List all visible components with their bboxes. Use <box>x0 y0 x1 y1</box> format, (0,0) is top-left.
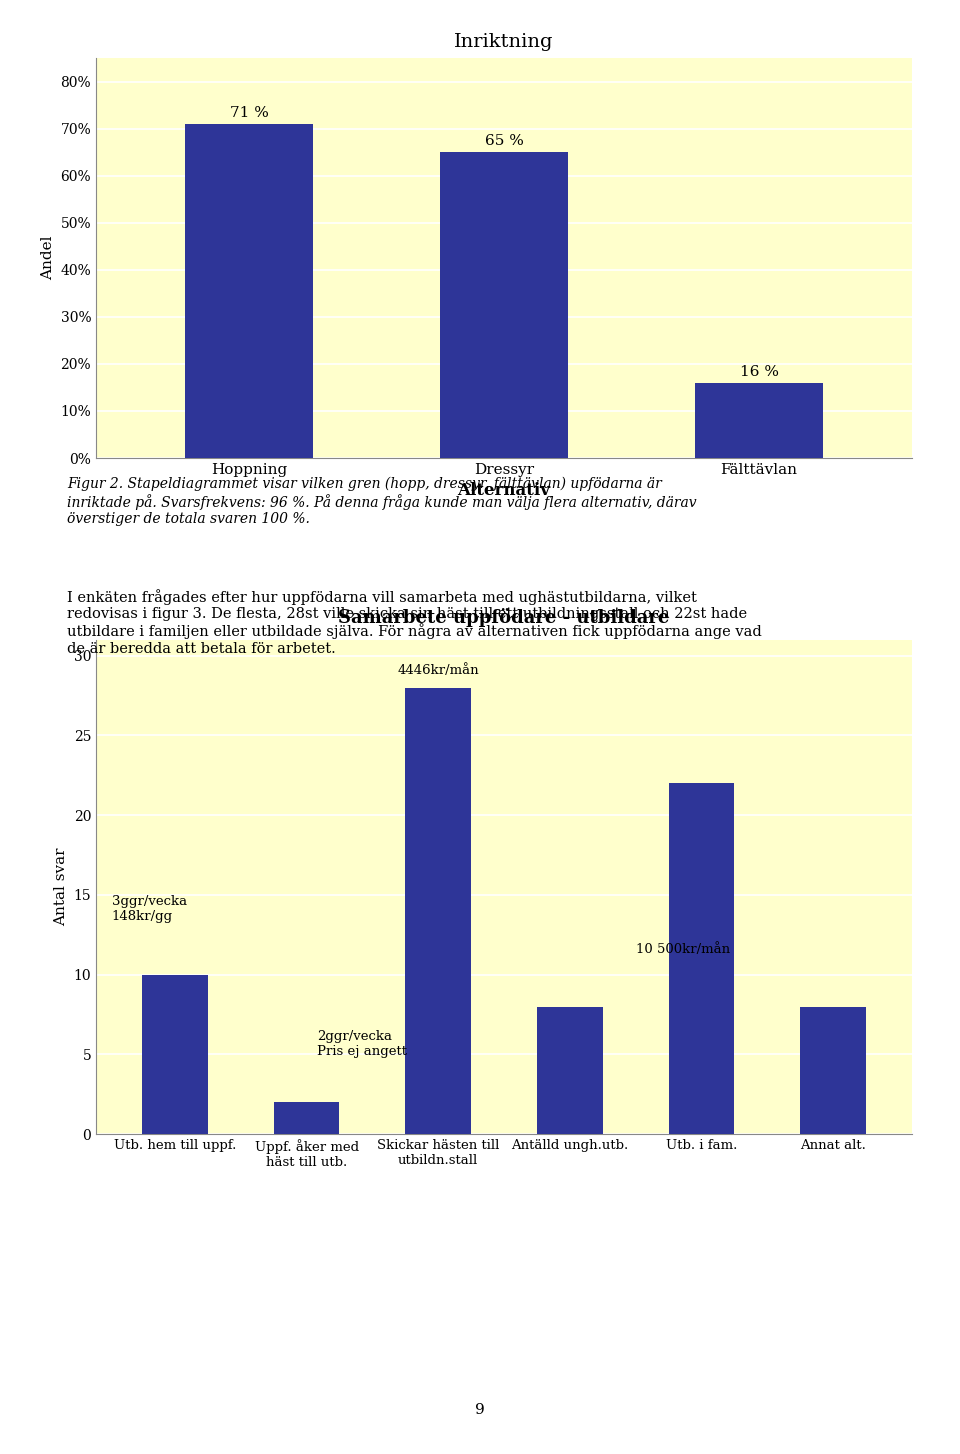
Text: I enkäten frågades efter hur uppfödarna vill samarbeta med ughästutbildarna, vil: I enkäten frågades efter hur uppfödarna … <box>67 589 762 656</box>
Text: 71 %: 71 % <box>229 106 269 121</box>
Bar <box>142 974 208 1134</box>
Y-axis label: Antal svar: Antal svar <box>54 848 68 926</box>
Bar <box>537 1006 603 1134</box>
Title: Inriktning: Inriktning <box>454 33 554 51</box>
Bar <box>274 1102 340 1134</box>
Bar <box>441 153 567 458</box>
Text: Figur 2. Stapeldiagrammet visar vilken gren (hopp, dressyr, fälttävlan) upfödarn: Figur 2. Stapeldiagrammet visar vilken g… <box>67 477 697 526</box>
Text: 10 500kr/mån: 10 500kr/mån <box>636 942 730 955</box>
X-axis label: Alternativ: Alternativ <box>458 483 550 499</box>
Y-axis label: Andel: Andel <box>41 236 55 281</box>
Title: Samarbete uppfödare - utbildare: Samarbete uppfödare - utbildare <box>338 608 670 627</box>
Text: 65 %: 65 % <box>485 134 523 148</box>
Text: 4446kr/mån: 4446kr/mån <box>397 663 479 676</box>
Text: 3ggr/vecka
148kr/gg: 3ggr/vecka 148kr/gg <box>111 894 187 923</box>
Bar <box>405 688 471 1134</box>
Bar <box>668 784 734 1134</box>
Text: 2ggr/vecka
Pris ej angett: 2ggr/vecka Pris ej angett <box>317 1031 407 1059</box>
Bar <box>185 124 313 458</box>
Bar <box>800 1006 866 1134</box>
Bar <box>695 382 823 458</box>
Text: 16 %: 16 % <box>739 365 779 379</box>
Text: 9: 9 <box>475 1403 485 1418</box>
